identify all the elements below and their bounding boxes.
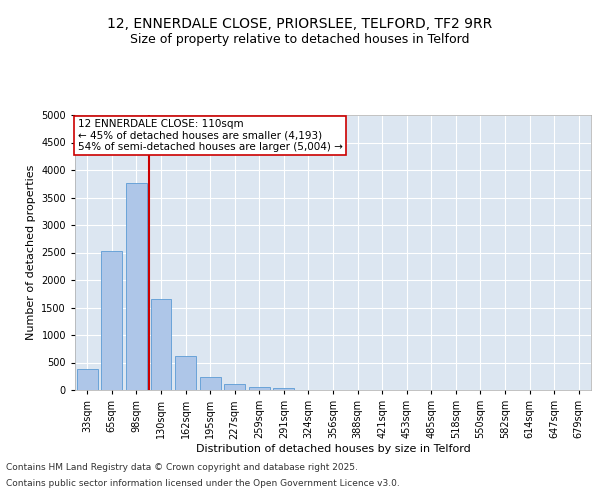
Text: Size of property relative to detached houses in Telford: Size of property relative to detached ho… — [130, 32, 470, 46]
Bar — [200, 377, 221, 390]
Text: Contains HM Land Registry data © Crown copyright and database right 2025.: Contains HM Land Registry data © Crown c… — [6, 464, 358, 472]
Text: Contains public sector information licensed under the Open Government Licence v3: Contains public sector information licen… — [6, 478, 400, 488]
Bar — [101, 251, 122, 390]
Bar — [175, 356, 196, 390]
Text: 12, ENNERDALE CLOSE, PRIORSLEE, TELFORD, TF2 9RR: 12, ENNERDALE CLOSE, PRIORSLEE, TELFORD,… — [107, 18, 493, 32]
Bar — [126, 182, 147, 390]
Bar — [151, 299, 172, 390]
Bar — [249, 387, 270, 390]
Y-axis label: Number of detached properties: Number of detached properties — [26, 165, 35, 340]
Bar — [77, 368, 98, 390]
Bar — [224, 384, 245, 390]
Bar — [274, 388, 295, 390]
X-axis label: Distribution of detached houses by size in Telford: Distribution of detached houses by size … — [196, 444, 470, 454]
Text: 12 ENNERDALE CLOSE: 110sqm
← 45% of detached houses are smaller (4,193)
54% of s: 12 ENNERDALE CLOSE: 110sqm ← 45% of deta… — [77, 119, 343, 152]
